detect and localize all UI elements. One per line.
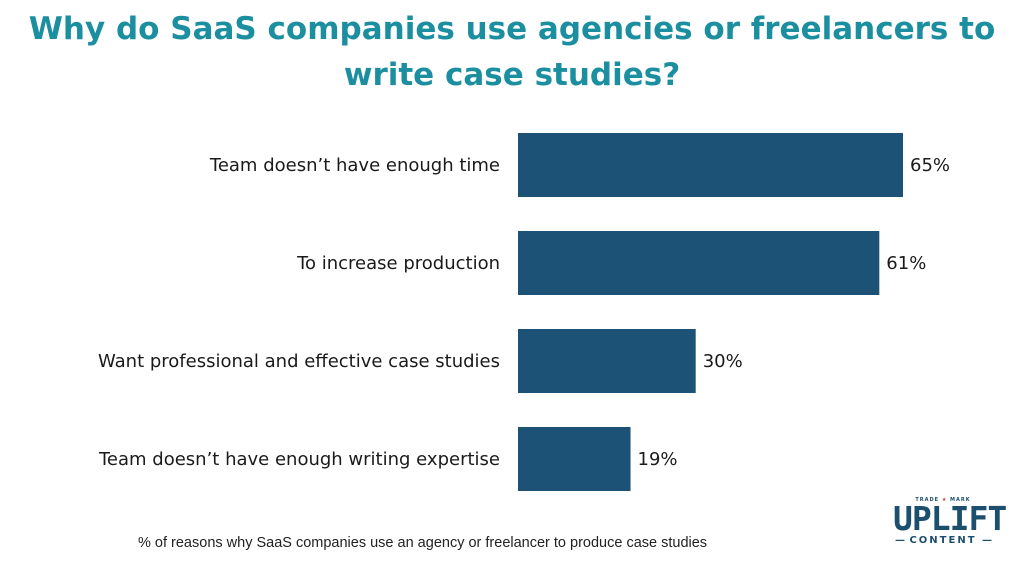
logo-star-icon: ★ [941, 497, 948, 503]
category-label-2: To increase production [296, 253, 500, 274]
logo-trademark: TRADE ★ MARK [915, 497, 971, 503]
logo-name: UPLIFT [893, 499, 1007, 538]
logo-subtitle: — CONTENT — [894, 535, 992, 546]
uplift-content-logo: TRADE ★ MARK UPLIFT — CONTENT — [893, 497, 1007, 552]
value-label-3: 30% [703, 351, 743, 372]
value-label-2: 61% [886, 253, 926, 274]
bar-2 [518, 231, 880, 295]
chart-footnote: % of reasons why SaaS companies use an a… [138, 535, 708, 551]
value-label-1: 65% [910, 155, 950, 176]
value-label-4: 19% [638, 449, 678, 470]
category-label-3: Want professional and effective case stu… [98, 351, 500, 372]
bar-3 [518, 329, 696, 393]
category-label-4: Team doesn’t have enough writing experti… [98, 449, 500, 470]
category-label-1: Team doesn’t have enough time [209, 155, 500, 176]
bar-1 [518, 133, 903, 197]
chart-title: Why do SaaS companies use agencies or fr… [28, 11, 996, 93]
bar-4 [518, 427, 631, 491]
